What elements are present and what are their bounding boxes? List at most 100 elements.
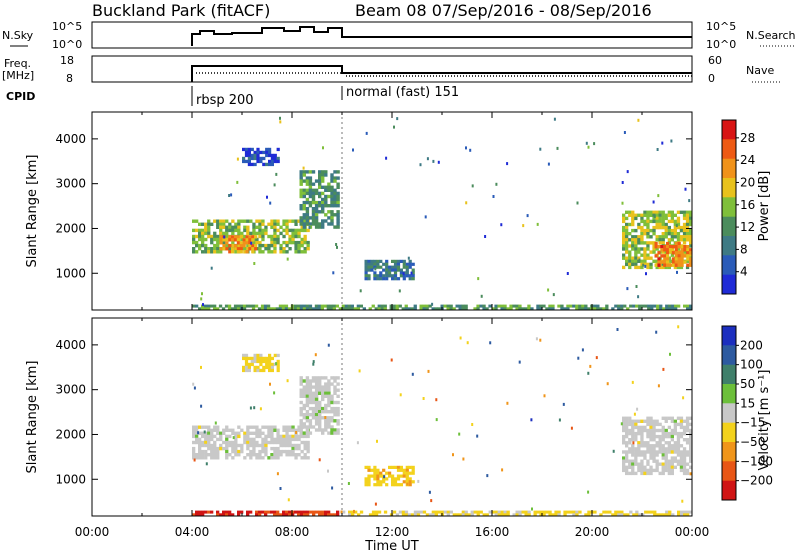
- heatmap-cell: [377, 510, 382, 514]
- heatmap-cell: [314, 376, 319, 380]
- heatmap-cell: [308, 191, 313, 196]
- heatmap-cell: [207, 510, 211, 514]
- heatmap-cell: [297, 428, 301, 432]
- heatmap-cell: [297, 240, 301, 245]
- heatmap-cell: [622, 213, 626, 217]
- heatmap-cell: [643, 219, 647, 224]
- heatmap-cell: [668, 513, 672, 517]
- heatmap-cell: [246, 425, 250, 429]
- heatmap-cell: [689, 216, 693, 221]
- heatmap-cell: [646, 416, 650, 420]
- heatmap-cell: [270, 219, 274, 223]
- heatmap-cell: [509, 307, 513, 311]
- heatmap-cell: [327, 222, 331, 226]
- heatmap-cell: [225, 434, 229, 439]
- heatmap-cell: [640, 265, 644, 270]
- nsky-panel: [91, 21, 693, 49]
- heatmap-cell: [676, 247, 681, 251]
- echo-point: [353, 509, 355, 513]
- heatmap-cell: [225, 513, 229, 517]
- heatmap-cell: [333, 379, 337, 383]
- heatmap-cell: [273, 159, 277, 164]
- heatmap-cell: [431, 307, 435, 311]
- heatmap-cell: [222, 510, 226, 514]
- heatmap-cell: [671, 260, 675, 264]
- heatmap-cell: [605, 307, 609, 311]
- heatmap-cell: [640, 434, 644, 439]
- heatmap-cell: [285, 225, 289, 229]
- heatmap-cell: [338, 307, 342, 311]
- heatmap-cell: [404, 513, 409, 517]
- echo-point: [576, 201, 579, 205]
- heatmap-cell: [251, 250, 255, 254]
- heatmap-cell: [376, 274, 380, 278]
- heatmap-cell: [652, 241, 656, 245]
- echo-point: [638, 258, 641, 262]
- echo-point: [662, 367, 665, 371]
- heatmap-cell: [640, 253, 644, 257]
- heatmap-cell: [306, 228, 310, 233]
- heatmap-cell: [631, 453, 635, 457]
- heatmap-cell: [248, 241, 252, 245]
- heatmap-cell: [413, 510, 418, 514]
- heatmap-cell: [643, 456, 647, 460]
- heatmap-cell: [668, 510, 672, 514]
- heatmap-cell: [605, 510, 609, 514]
- heatmap-cell: [689, 260, 693, 264]
- nsky-trace: [191, 26, 692, 46]
- heatmap-cell: [273, 222, 277, 226]
- heatmap-cell: [689, 210, 693, 214]
- heatmap-cell: [379, 480, 383, 484]
- heatmap-cell: [663, 254, 667, 258]
- heatmap-cell: [231, 250, 235, 254]
- heatmap-cell: [262, 150, 266, 155]
- heatmap-cell: [330, 216, 334, 220]
- echo-point: [626, 170, 629, 174]
- heatmap-cell: [557, 510, 561, 514]
- colorbar-tick-label: 28: [740, 131, 755, 145]
- heatmap-cell: [664, 216, 668, 221]
- heatmap-cell: [622, 459, 626, 463]
- heatmap-cell: [252, 443, 256, 448]
- echo-point: [495, 182, 498, 186]
- heatmap-cell: [637, 465, 641, 469]
- heatmap-cell: [653, 510, 657, 514]
- heatmap-cell: [686, 248, 690, 252]
- y-tick-label: 2000: [55, 221, 86, 235]
- heatmap-cell: [354, 510, 358, 514]
- heatmap-cell: [664, 434, 668, 439]
- heatmap-cell: [291, 240, 295, 245]
- echo-point: [626, 287, 629, 291]
- heatmap-cell: [625, 465, 629, 469]
- heatmap-cell: [336, 182, 340, 186]
- heatmap-cell: [637, 447, 641, 451]
- heatmap-cell: [318, 191, 322, 196]
- heatmap-cell: [276, 219, 280, 223]
- heatmap-cell: [284, 307, 289, 311]
- heatmap-cell: [231, 431, 235, 435]
- heatmap-cell: [682, 450, 687, 454]
- heatmap-cell: [391, 480, 395, 484]
- heatmap-cell: [521, 307, 525, 311]
- heatmap-cell: [288, 234, 292, 239]
- heatmap-cell: [631, 259, 635, 263]
- heatmap-cell: [593, 307, 597, 311]
- echo-point: [279, 487, 282, 490]
- heatmap-cell: [411, 262, 415, 266]
- heatmap-cell: [602, 510, 606, 514]
- heatmap-cell: [640, 225, 644, 230]
- heatmap-cell: [676, 444, 681, 448]
- heatmap-cell: [320, 304, 324, 308]
- heatmap-cell: [216, 234, 220, 239]
- heatmap-cell: [626, 307, 630, 311]
- heatmap-cell: [314, 410, 319, 414]
- heatmap-cell: [626, 513, 630, 517]
- heatmap-cell: [318, 400, 322, 405]
- heatmap-cell: [330, 382, 334, 386]
- heatmap-cell: [245, 241, 249, 245]
- heatmap-cell: [377, 307, 381, 311]
- heatmap-cell: [198, 446, 202, 451]
- heatmap-cell: [291, 228, 295, 233]
- heatmap-cell: [673, 422, 677, 427]
- heatmap-cell: [342, 510, 346, 514]
